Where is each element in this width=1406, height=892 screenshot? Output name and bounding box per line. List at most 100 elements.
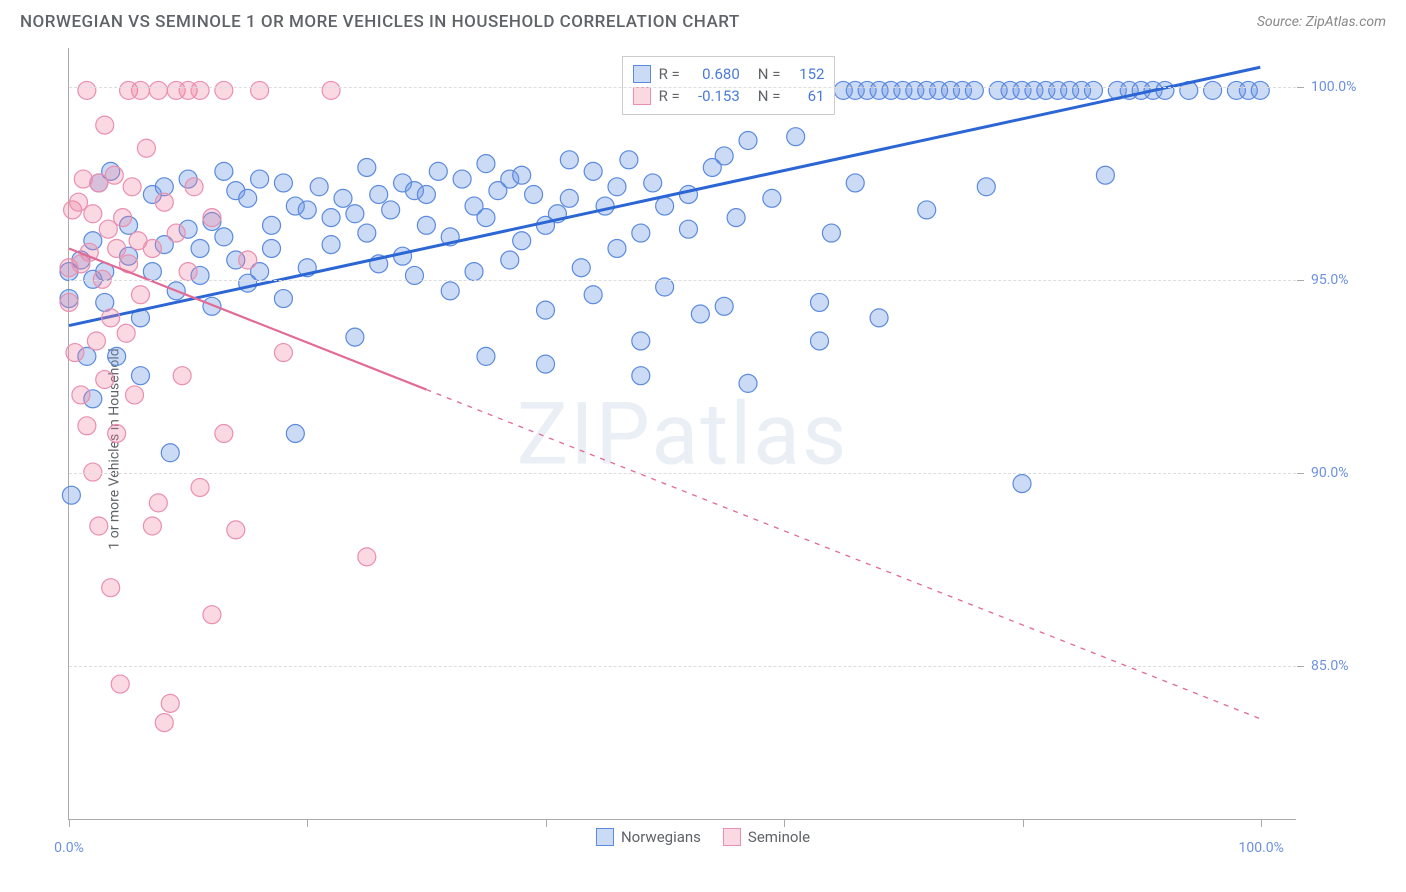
gridline-h — [69, 280, 1296, 281]
plot-area: ZIPatlas R =0.680N =152R =-0.153N =61 85… — [68, 48, 1296, 820]
data-point — [394, 247, 412, 265]
data-point — [123, 178, 141, 196]
data-point — [370, 186, 388, 204]
data-point — [358, 224, 376, 242]
y-tick-label: 100.0% — [1311, 79, 1356, 95]
data-point — [1084, 81, 1102, 99]
data-point — [525, 186, 543, 204]
r-label: R = — [659, 63, 680, 86]
data-point — [114, 209, 132, 227]
data-point — [143, 239, 161, 257]
data-point — [632, 332, 650, 350]
data-point — [137, 139, 155, 157]
stats-legend-row: R =0.680N =152 — [633, 63, 825, 86]
y-tick — [1297, 473, 1304, 474]
data-point — [203, 606, 221, 624]
data-point — [405, 266, 423, 284]
data-point — [78, 417, 96, 435]
data-point — [155, 714, 173, 732]
data-point — [537, 355, 555, 373]
data-point — [191, 478, 209, 496]
data-point — [203, 209, 221, 227]
data-point — [72, 386, 90, 404]
x-tick — [1023, 820, 1024, 827]
y-tick-label: 95.0% — [1311, 272, 1349, 288]
data-point — [191, 239, 209, 257]
data-point — [453, 170, 471, 188]
x-tick — [1261, 820, 1262, 827]
n-value: 61 — [788, 85, 824, 108]
data-point — [155, 193, 173, 211]
data-point — [1013, 475, 1031, 493]
data-point — [1204, 81, 1222, 99]
data-point — [126, 386, 144, 404]
data-point — [644, 174, 662, 192]
data-point — [727, 209, 745, 227]
data-point — [78, 81, 96, 99]
data-point — [161, 444, 179, 462]
r-value: 0.680 — [688, 63, 740, 86]
data-point — [572, 259, 590, 277]
x-tick — [307, 820, 308, 827]
data-point — [96, 371, 114, 389]
data-point — [560, 189, 578, 207]
data-point — [739, 132, 757, 150]
data-point — [87, 332, 105, 350]
data-point — [251, 170, 269, 188]
y-tick — [1297, 666, 1304, 667]
data-point — [691, 305, 709, 323]
data-point — [298, 201, 316, 219]
legend-swatch — [723, 828, 741, 846]
source-label: Source: ZipAtlas.com — [1257, 14, 1386, 30]
gridline-h — [69, 473, 1296, 474]
data-point — [608, 178, 626, 196]
data-point — [477, 347, 495, 365]
x-tick — [546, 820, 547, 827]
data-point — [322, 81, 340, 99]
legend-swatch — [596, 828, 614, 846]
x-tick-label: 0.0% — [54, 840, 84, 856]
n-label: N = — [758, 85, 781, 108]
data-point — [584, 286, 602, 304]
legend-swatch — [633, 65, 651, 83]
data-point — [620, 151, 638, 169]
data-point — [90, 517, 108, 535]
data-point — [584, 162, 602, 180]
scatter-svg — [69, 48, 1296, 819]
data-point — [84, 205, 102, 223]
data-point — [1096, 166, 1114, 184]
legend-label: Norwegians — [621, 828, 701, 846]
data-point — [286, 425, 304, 443]
data-point — [656, 197, 674, 215]
data-point — [513, 166, 531, 184]
data-point — [560, 151, 578, 169]
data-point — [441, 282, 459, 300]
data-point — [263, 216, 281, 234]
legend-swatch — [633, 87, 651, 105]
data-point — [179, 263, 197, 281]
data-point — [477, 209, 495, 227]
data-point — [66, 344, 84, 362]
data-point — [239, 189, 257, 207]
data-point — [870, 309, 888, 327]
data-point — [513, 232, 531, 250]
data-point — [346, 205, 364, 223]
data-point — [811, 332, 829, 350]
data-point — [477, 155, 495, 173]
data-point — [60, 293, 78, 311]
data-point — [167, 224, 185, 242]
data-point — [274, 290, 292, 308]
data-point — [679, 220, 697, 238]
data-point — [108, 425, 126, 443]
data-point — [596, 197, 614, 215]
legend-item: Seminole — [723, 828, 810, 846]
data-point — [239, 251, 257, 269]
data-point — [227, 521, 245, 539]
y-tick-label: 90.0% — [1311, 465, 1349, 481]
data-point — [102, 579, 120, 597]
x-tick — [69, 820, 70, 827]
gridline-h — [69, 666, 1296, 667]
y-tick-label: 85.0% — [1311, 658, 1349, 674]
data-point — [96, 116, 114, 134]
data-point — [846, 174, 864, 192]
